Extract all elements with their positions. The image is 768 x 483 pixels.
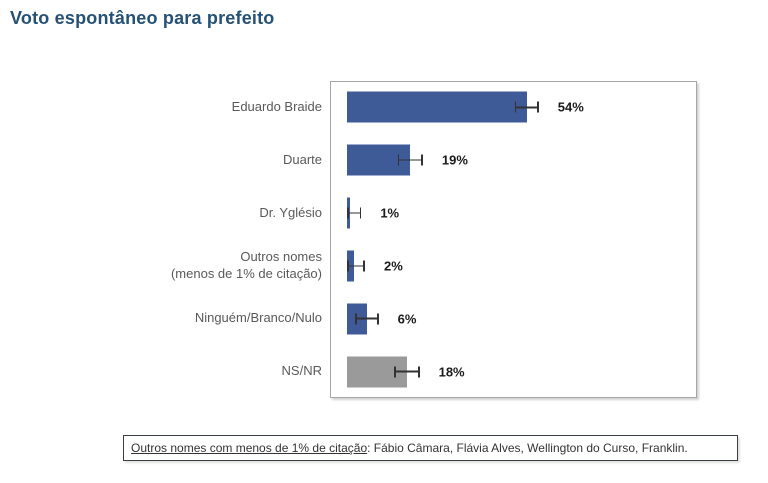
error-bar-line <box>355 317 379 320</box>
value-label: 2% <box>383 258 403 274</box>
error-bar-cap-left <box>397 154 400 166</box>
error-bar-cap-right <box>421 154 423 166</box>
bar-track: 6% <box>331 292 697 345</box>
plot-area-border <box>330 81 697 398</box>
error-bar-line <box>347 212 362 214</box>
error-bar <box>394 366 420 378</box>
category-label: Outros nomes (menos de 1% de citação) <box>170 249 322 281</box>
error-bar-cap-left <box>394 366 396 378</box>
bar-track: 19% <box>331 134 697 187</box>
bar-chart: Eduardo Braide 54% Duarte 19% Dr. Yglésio 1% O… <box>130 81 697 398</box>
chart-rows: Eduardo Braide 54% Duarte 19% Dr. Yglésio 1% O… <box>130 81 697 398</box>
error-bar-line <box>514 106 539 109</box>
error-bar-line <box>394 370 420 373</box>
error-bar-cap-right <box>363 260 365 272</box>
page-title: Voto espontâneo para prefeito <box>10 8 275 28</box>
error-bar-cap-right <box>418 366 420 378</box>
error-bar-cap-left <box>355 313 357 325</box>
bar-track: 1% <box>331 187 697 240</box>
error-bar-cap-right <box>359 207 362 219</box>
value-label: 1% <box>380 205 400 221</box>
bar-row: Eduardo Braide 54% <box>130 81 697 134</box>
category-label: NS/NR <box>281 363 322 379</box>
bar-row: Outros nomes (menos de 1% de citação) 2% <box>130 239 697 292</box>
footnote-underlined-text: Outros nomes com menos de 1% de citação <box>131 441 368 455</box>
bar-track: 2% <box>331 239 697 292</box>
error-bar-cap-left <box>347 260 349 272</box>
bar-row: Duarte 19% <box>130 134 697 187</box>
error-bar <box>514 101 539 113</box>
error-bar-cap-right <box>537 101 539 113</box>
bar-row: NS/NR 18% <box>130 345 697 398</box>
error-bar <box>347 207 362 219</box>
error-bar-cap-left <box>347 207 349 219</box>
category-label: Duarte <box>282 151 322 167</box>
bar <box>347 91 527 123</box>
category-label: Eduardo Braide <box>231 98 322 114</box>
footnote-rest-text: : Fábio Câmara, Flávia Alves, Wellington… <box>367 441 688 455</box>
error-bar-line <box>347 265 365 267</box>
error-bar <box>347 260 365 272</box>
error-bar <box>397 154 423 166</box>
bar-row: Dr. Yglésio 1% <box>130 187 697 240</box>
bar-row: Ninguém/Branco/Nulo 6% <box>130 292 697 345</box>
category-label: Ninguém/Branco/Nulo <box>194 310 322 326</box>
value-label: 54% <box>557 99 584 115</box>
error-bar-cap-left <box>514 101 517 113</box>
bar-track: 54% <box>331 81 697 134</box>
value-label: 19% <box>441 152 468 168</box>
error-bar <box>355 313 379 325</box>
error-bar-cap-right <box>377 313 379 325</box>
error-bar-line <box>397 159 423 161</box>
category-label: Dr. Yglésio <box>259 204 322 220</box>
value-label: 6% <box>397 311 417 327</box>
bar-track: 18% <box>331 345 697 398</box>
footnote-box: Outros nomes com menos de 1% de citação:… <box>123 435 738 461</box>
value-label: 18% <box>438 364 465 380</box>
